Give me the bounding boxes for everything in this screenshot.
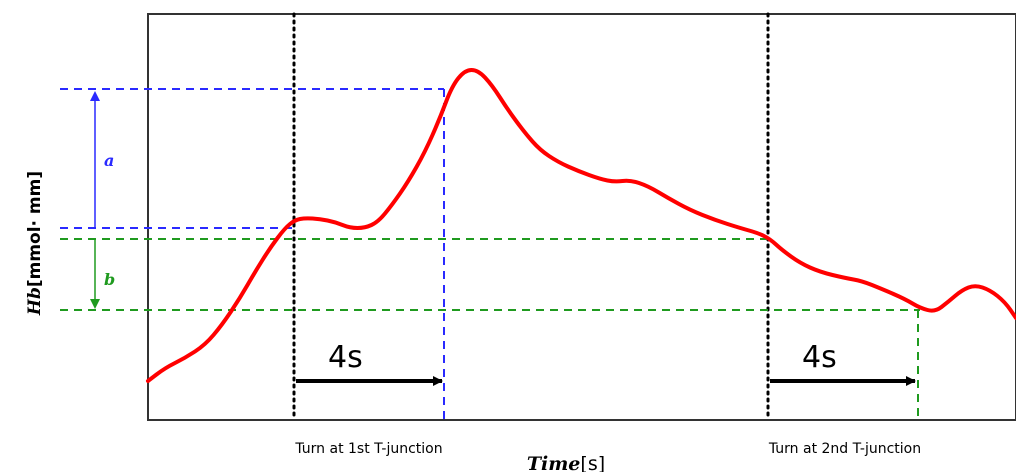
turn2-label: Turn at 2nd T-junction <box>768 441 921 457</box>
x-axis-label-italic: Time <box>527 453 581 472</box>
interval2-label: 4s <box>802 340 837 375</box>
x-axis-label: Time[s] <box>527 453 605 472</box>
y-axis-label: Hb[mmol· mm] <box>25 171 45 316</box>
interval1-label: 4s <box>328 340 363 375</box>
turn1-label: Turn at 1st T-junction <box>294 441 442 457</box>
hb-curve <box>146 68 1016 383</box>
y-axis-label-italic: Hb <box>25 287 45 316</box>
a-label: a <box>104 151 114 170</box>
y-axis-label-unit: [mmol· mm] <box>25 171 45 287</box>
x-axis-label-unit: [s] <box>580 453 605 472</box>
reference-lines <box>60 12 920 422</box>
b-label: b <box>104 270 115 289</box>
plot-frame <box>147 13 1016 421</box>
